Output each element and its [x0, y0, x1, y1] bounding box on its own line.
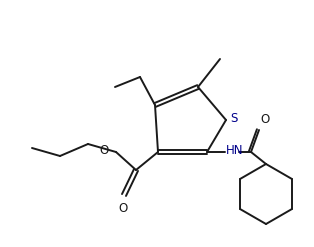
Text: O: O — [100, 144, 109, 158]
Text: HN: HN — [226, 144, 243, 158]
Text: S: S — [230, 112, 237, 125]
Text: O: O — [118, 202, 127, 215]
Text: O: O — [260, 113, 270, 126]
